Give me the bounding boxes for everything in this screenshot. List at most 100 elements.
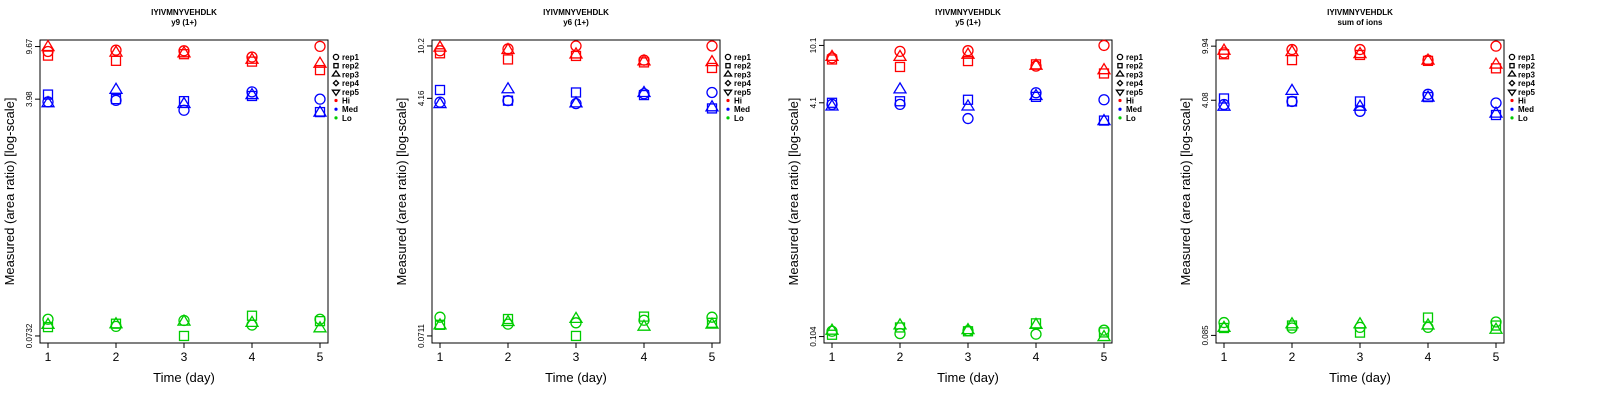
data-point <box>502 54 514 65</box>
data-point <box>1420 317 1436 330</box>
x-tick-label: 5 <box>1101 350 1108 364</box>
legend-marker-rep2 <box>333 62 339 69</box>
data-point <box>568 95 584 108</box>
data-point <box>1218 316 1230 329</box>
data-point <box>636 85 652 98</box>
data-point <box>502 94 514 107</box>
data-point <box>1490 40 1502 52</box>
data-point <box>706 86 718 99</box>
data-point <box>1488 322 1504 334</box>
x-tick-label: 4 <box>1033 350 1040 364</box>
data-point <box>892 317 908 330</box>
data-point <box>824 98 840 111</box>
data-point <box>178 330 190 342</box>
data-point <box>314 64 326 76</box>
data-point <box>1216 42 1232 55</box>
legend-marker-rep2 <box>725 62 731 69</box>
data-point <box>894 96 906 107</box>
y-axis-label: Measured (area ratio) [log-scale] <box>1178 98 1193 286</box>
x-tick-label: 1 <box>829 350 836 364</box>
legend-marker-rep4 <box>332 79 340 87</box>
data-point <box>502 95 514 106</box>
legend-dot-Med <box>1118 107 1122 111</box>
data-point <box>570 97 582 110</box>
x-tick-label: 2 <box>1289 350 1296 364</box>
legend-marker-rep4 <box>1116 79 1124 87</box>
legend-dot-Hi <box>334 98 338 103</box>
legend-marker-rep4 <box>1508 79 1516 87</box>
y-axis-label: Measured (area ratio) [log-scale] <box>786 98 801 286</box>
data-point <box>894 327 906 340</box>
chart-subtitle: y6 (1+) <box>563 18 589 27</box>
data-point <box>962 94 974 105</box>
data-point <box>1352 46 1368 59</box>
data-point <box>434 48 446 59</box>
x-tick-label: 2 <box>505 350 512 364</box>
data-point <box>826 54 838 65</box>
y-tick-label: 0.0711 <box>417 323 426 347</box>
legend-label-Med: Med <box>734 105 750 114</box>
data-point <box>960 98 976 111</box>
y-tick-label: 9.67 <box>25 38 34 54</box>
data-point <box>40 317 56 330</box>
chart-subtitle: sum of ions <box>1338 18 1383 27</box>
data-point <box>962 55 974 67</box>
data-point <box>246 310 258 321</box>
data-point <box>1096 113 1112 126</box>
data-point <box>108 316 124 329</box>
legend-dot-Hi <box>1510 98 1514 103</box>
legend-label-Hi: Hi <box>734 97 742 106</box>
legend-marker-rep3 <box>1115 69 1125 77</box>
plot-frame <box>39 39 329 344</box>
data-point <box>1284 316 1300 329</box>
data-point <box>1286 54 1298 66</box>
x-tick-label: 3 <box>1357 350 1364 364</box>
y-tick-label: 9.94 <box>1201 38 1210 54</box>
x-tick-label: 3 <box>573 350 580 364</box>
legend-label-rep2: rep2 <box>342 62 359 71</box>
data-point <box>432 96 448 109</box>
data-point <box>568 46 584 59</box>
legend-label-rep3: rep3 <box>734 70 751 79</box>
data-point <box>110 55 122 66</box>
x-tick-label: 5 <box>317 350 324 364</box>
legend-label-rep2: rep2 <box>734 62 751 71</box>
data-point <box>176 313 192 326</box>
legend-marker-rep3 <box>331 69 341 77</box>
legend-dot-Med <box>334 107 338 111</box>
data-point <box>1216 98 1232 111</box>
legend-label-rep4: rep4 <box>734 79 751 88</box>
legend-label-rep4: rep4 <box>1126 79 1143 88</box>
chart-title: IYIVMNYVEHDLK <box>151 8 217 17</box>
data-point <box>824 322 840 335</box>
data-point <box>1028 88 1044 101</box>
x-tick-label: 2 <box>897 350 904 364</box>
legend-label-Lo: Lo <box>1126 114 1136 123</box>
data-point <box>1488 105 1504 118</box>
data-point <box>434 84 446 96</box>
legend-label-Hi: Hi <box>342 97 350 106</box>
y-tick-label: 4.1 <box>809 97 818 109</box>
legend-label-Hi: Hi <box>1518 97 1526 106</box>
y-tick-label: 0.0732 <box>25 323 34 348</box>
data-point <box>894 45 906 58</box>
data-point <box>962 45 974 57</box>
data-point <box>1098 94 1110 106</box>
x-tick-label: 1 <box>437 350 444 364</box>
data-point <box>570 330 582 342</box>
x-tick-label: 3 <box>181 350 188 364</box>
legend-marker-rep5 <box>1507 89 1517 97</box>
x-tick-label: 4 <box>249 350 256 364</box>
data-point <box>704 99 720 112</box>
data-point <box>42 89 54 100</box>
chart-title: IYIVMNYVEHDLK <box>935 8 1001 17</box>
data-point <box>434 311 446 323</box>
legend-label-rep3: rep3 <box>1126 70 1143 79</box>
data-point <box>892 49 908 62</box>
legend-marker-rep1 <box>724 53 732 61</box>
